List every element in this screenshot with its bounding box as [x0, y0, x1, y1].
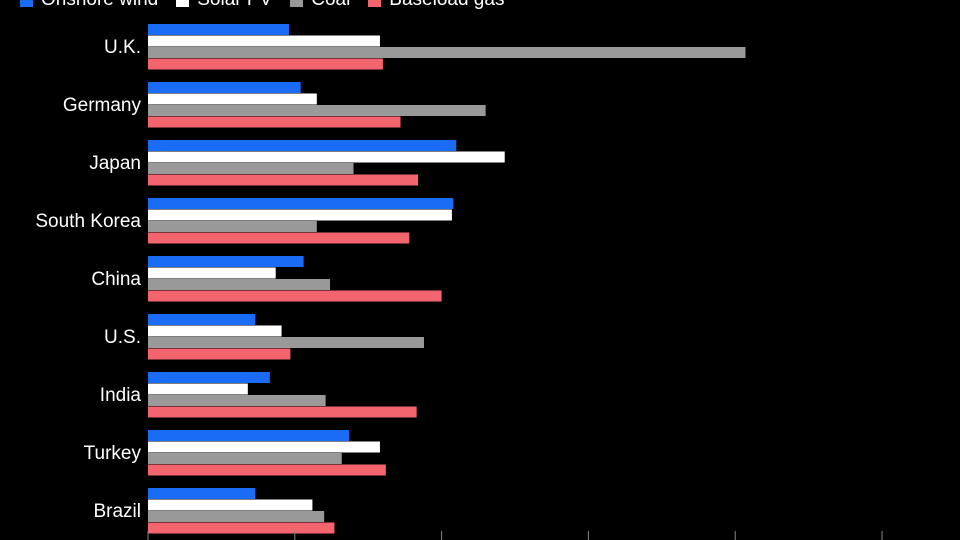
bar-japan-onshore-wind: [148, 140, 457, 151]
category-label-japan: Japan: [89, 153, 141, 174]
bar-china-onshore-wind: [148, 256, 304, 267]
category-label-u-k: U.K.: [104, 37, 141, 58]
bar-south-korea-coal: [148, 221, 317, 232]
bar-u-s-baseload-gas: [148, 348, 291, 360]
category-label-brazil: Brazil: [93, 501, 141, 522]
bar-brazil-solar-pv: [148, 499, 313, 511]
bar-china-baseload-gas: [148, 290, 442, 302]
bar-south-korea-onshore-wind: [148, 198, 454, 209]
category-label-u-s: U.S.: [104, 327, 141, 348]
legend-swatch-onshore-wind: [20, 0, 33, 7]
bar-turkey-solar-pv: [148, 441, 380, 453]
legend-item-onshore-wind: Onshore wind: [20, 0, 158, 11]
bar-turkey-coal: [148, 453, 342, 464]
bar-u-k-solar-pv: [148, 35, 380, 47]
bar-south-korea-baseload-gas: [148, 232, 410, 244]
bar-japan-solar-pv: [148, 151, 505, 163]
category-label-germany: Germany: [63, 95, 142, 116]
bar-germany-onshore-wind: [148, 82, 301, 93]
bar-u-k-coal: [148, 47, 746, 58]
bar-japan-baseload-gas: [148, 174, 419, 186]
bar-brazil-baseload-gas: [148, 522, 335, 534]
bar-india-coal: [148, 395, 326, 406]
bar-u-s-solar-pv: [148, 325, 282, 337]
bar-turkey-onshore-wind: [148, 430, 350, 441]
category-label-turkey: Turkey: [84, 443, 142, 464]
legend-item-coal: Coal: [290, 0, 350, 11]
bar-u-s-coal: [148, 337, 424, 348]
bar-china-solar-pv: [148, 267, 276, 279]
chart-legend: Onshore wind Solar PV Coal Baseload gas: [20, 0, 504, 11]
bar-u-k-onshore-wind: [148, 24, 289, 35]
legend-item-solar-pv: Solar PV: [176, 0, 272, 11]
bar-u-s-onshore-wind: [148, 314, 256, 325]
bar-india-solar-pv: [148, 383, 248, 395]
bar-u-k-baseload-gas: [148, 58, 383, 70]
legend-swatch-coal: [290, 0, 304, 7]
category-label-china: China: [91, 269, 141, 290]
legend-swatch-baseload-gas: [368, 0, 382, 7]
legend-label-solar-pv: Solar PV: [197, 0, 272, 11]
bar-brazil-onshore-wind: [148, 488, 256, 499]
category-label-south-korea: South Korea: [35, 211, 141, 232]
bar-south-korea-solar-pv: [148, 209, 452, 221]
bar-germany-baseload-gas: [148, 116, 401, 128]
bar-china-coal: [148, 279, 331, 290]
bar-germany-coal: [148, 105, 486, 116]
legend-label-coal: Coal: [311, 0, 350, 11]
bar-turkey-baseload-gas: [148, 464, 386, 476]
legend-label-baseload-gas: Baseload gas: [389, 0, 504, 11]
legend-label-onshore-wind: Onshore wind: [41, 0, 158, 11]
bar-india-baseload-gas: [148, 406, 417, 418]
legend-swatch-solar-pv: [176, 0, 190, 7]
legend-item-baseload-gas: Baseload gas: [368, 0, 504, 11]
bar-germany-solar-pv: [148, 93, 317, 105]
category-label-india: India: [100, 385, 142, 406]
bar-japan-coal: [148, 163, 354, 174]
bar-india-onshore-wind: [148, 372, 270, 383]
bar-brazil-coal: [148, 511, 325, 522]
